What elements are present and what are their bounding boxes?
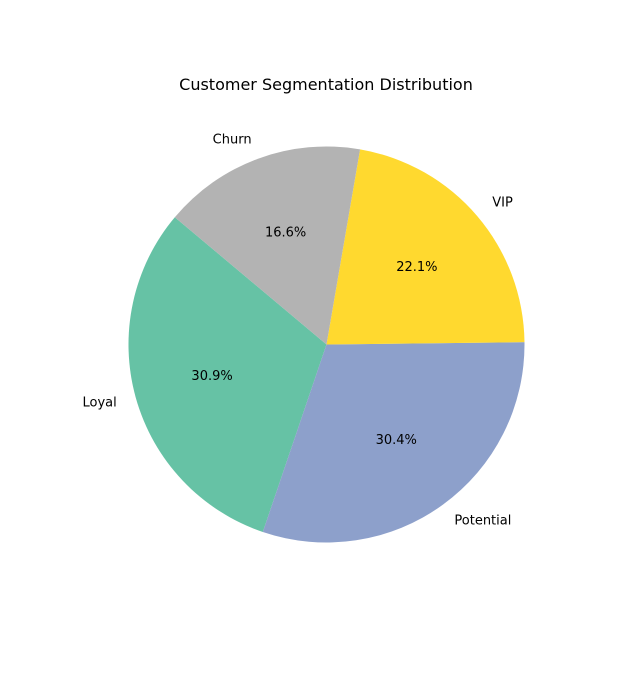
slice-percent-potential: 30.4% [376,433,417,448]
pie-slice-loyal [128,217,327,532]
slice-label-potential: Potential [454,513,511,528]
labels-layer: Loyal 30.9% Potential 30.4% VIP 22.1% Churn 16.… [82,132,512,528]
chart-title: Customer Segmentation Distribution [179,75,473,94]
pie-slice-potential [262,342,525,543]
pie-slice-churn [174,146,361,345]
slice-label-churn: Churn [213,132,252,147]
slice-label-loyal: Loyal [82,396,116,411]
slice-percent-churn: 16.6% [265,225,306,240]
pie-slice-vip [326,149,525,345]
slice-label-vip: VIP [492,196,513,211]
slices-layer [128,146,525,543]
slice-percent-loyal: 30.9% [191,369,232,384]
slice-percent-vip: 22.1% [396,260,437,275]
